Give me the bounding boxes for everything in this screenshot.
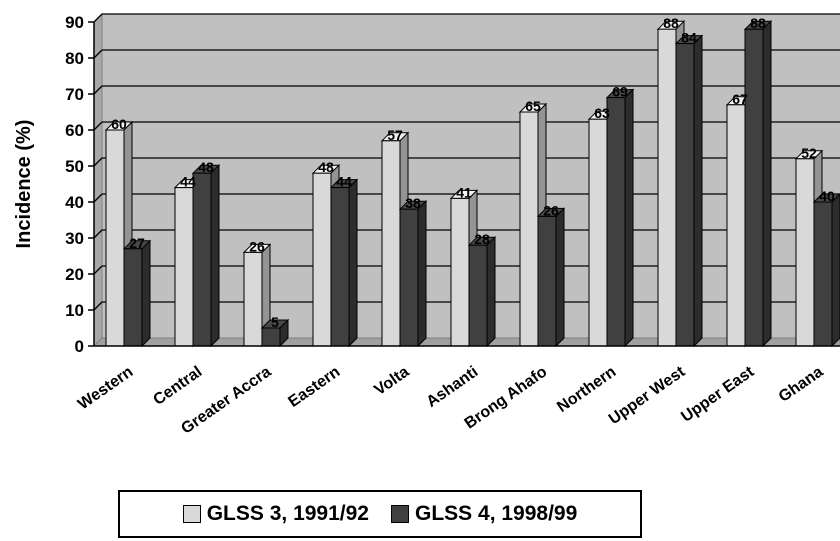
bar-series-2 (123, 248, 143, 347)
legend-swatch-series-2 (391, 505, 409, 523)
gridline-side (93, 13, 103, 23)
bar-series-1 (450, 197, 470, 347)
data-label: 44 (180, 174, 196, 190)
x-category-label: Northern (554, 363, 619, 416)
gridline-side (93, 301, 103, 311)
bar-series-1 (795, 158, 815, 347)
y-tick-label: 70 (65, 85, 84, 104)
x-category-label: Upper West (606, 363, 689, 428)
bar-series-2 (192, 172, 212, 347)
x-category-label: Central (150, 363, 205, 409)
plot-side-wall (93, 12, 103, 348)
bar-series-2 (744, 28, 764, 347)
data-label: 65 (525, 98, 541, 114)
y-tick-label: 60 (65, 121, 84, 140)
data-label: 52 (801, 145, 817, 161)
data-label: 27 (129, 235, 145, 251)
legend-label-series-1: GLSS 3, 1991/92 (206, 502, 369, 525)
legend: GLSS 3, 1991/92 GLSS 4, 1998/99 (118, 490, 642, 538)
bar-series-1 (588, 118, 608, 347)
y-axis-title: Incidence (%) (13, 120, 35, 249)
bar-side (555, 207, 565, 348)
data-label: 48 (318, 159, 334, 175)
gridline-side (93, 229, 103, 239)
bar-series-1 (381, 140, 401, 347)
x-category-label: Ashanti (423, 363, 481, 411)
bar-series-2 (537, 215, 557, 347)
legend-item-series-2: GLSS 4, 1998/99 (391, 502, 577, 526)
bar-side (348, 178, 358, 348)
data-label: 88 (750, 15, 766, 31)
y-tick-label: 50 (65, 157, 84, 176)
gridline-side (93, 157, 103, 167)
data-label: 38 (405, 195, 421, 211)
y-tick-label: 0 (75, 337, 84, 356)
data-label: 40 (819, 188, 835, 204)
bar-side (486, 235, 496, 348)
bar-series-1 (243, 251, 263, 347)
bar-series-2 (399, 208, 419, 347)
y-tick-label: 90 (65, 13, 84, 32)
data-label: 5 (271, 314, 279, 330)
data-label: 60 (111, 116, 127, 132)
data-label: 63 (594, 105, 610, 121)
data-label: 84 (681, 30, 697, 46)
data-label: 48 (198, 159, 214, 175)
x-category-label: Western (75, 363, 136, 413)
bar-series-2 (813, 201, 833, 347)
bar-series-2 (606, 97, 626, 347)
y-tick-label: 80 (65, 49, 84, 68)
x-category-label: Eastern (285, 363, 343, 411)
bar-side (693, 34, 703, 348)
bar-series-1 (105, 129, 125, 347)
bar-side (417, 199, 427, 348)
bar-series-1 (312, 172, 332, 347)
legend-swatch-series-1 (182, 505, 201, 523)
legend-label-series-2: GLSS 4, 1998/99 (415, 502, 578, 525)
data-label: 57 (387, 127, 403, 143)
y-tick-label: 40 (65, 193, 84, 212)
gridline-side (93, 49, 103, 59)
data-label: 44 (336, 174, 352, 190)
bar-series-1 (174, 187, 194, 347)
gridline-side (93, 193, 103, 203)
x-category-label: Upper East (678, 363, 757, 426)
data-label: 26 (249, 238, 265, 254)
data-label: 67 (732, 91, 748, 107)
y-tick-label: 20 (65, 265, 84, 284)
data-label: 26 (543, 202, 559, 218)
legend-item-series-1: GLSS 3, 1991/92 (182, 502, 369, 526)
bar-side (624, 88, 634, 348)
bar-side (762, 19, 772, 348)
bar-series-1 (657, 28, 677, 347)
bar-series-2 (675, 43, 695, 347)
y-tick-label: 10 (65, 301, 84, 320)
bar-series-2 (261, 327, 281, 347)
bar-side (141, 239, 151, 348)
x-category-label: Ghana (776, 363, 827, 406)
data-label: 41 (456, 184, 472, 200)
bar-side (210, 163, 220, 348)
data-labels: 6027444826548445738412865266369888467885… (111, 15, 835, 330)
gridline-side (93, 85, 103, 95)
gridline-side (93, 121, 103, 131)
bar-series-1 (519, 111, 539, 347)
bar-series-2 (468, 244, 488, 347)
data-label: 28 (474, 231, 490, 247)
bar-series-2 (330, 187, 350, 347)
bar-side (831, 193, 840, 348)
y-tick-label: 30 (65, 229, 84, 248)
x-category-label: Volta (371, 363, 412, 399)
data-label: 69 (612, 84, 628, 100)
y-axis-ticks: 0 10 20 30 40 50 60 70 80 90 (65, 13, 840, 356)
bars (104, 19, 840, 348)
data-label: 88 (663, 15, 679, 31)
bar-series-1 (726, 104, 746, 347)
gridline-side (93, 265, 103, 275)
